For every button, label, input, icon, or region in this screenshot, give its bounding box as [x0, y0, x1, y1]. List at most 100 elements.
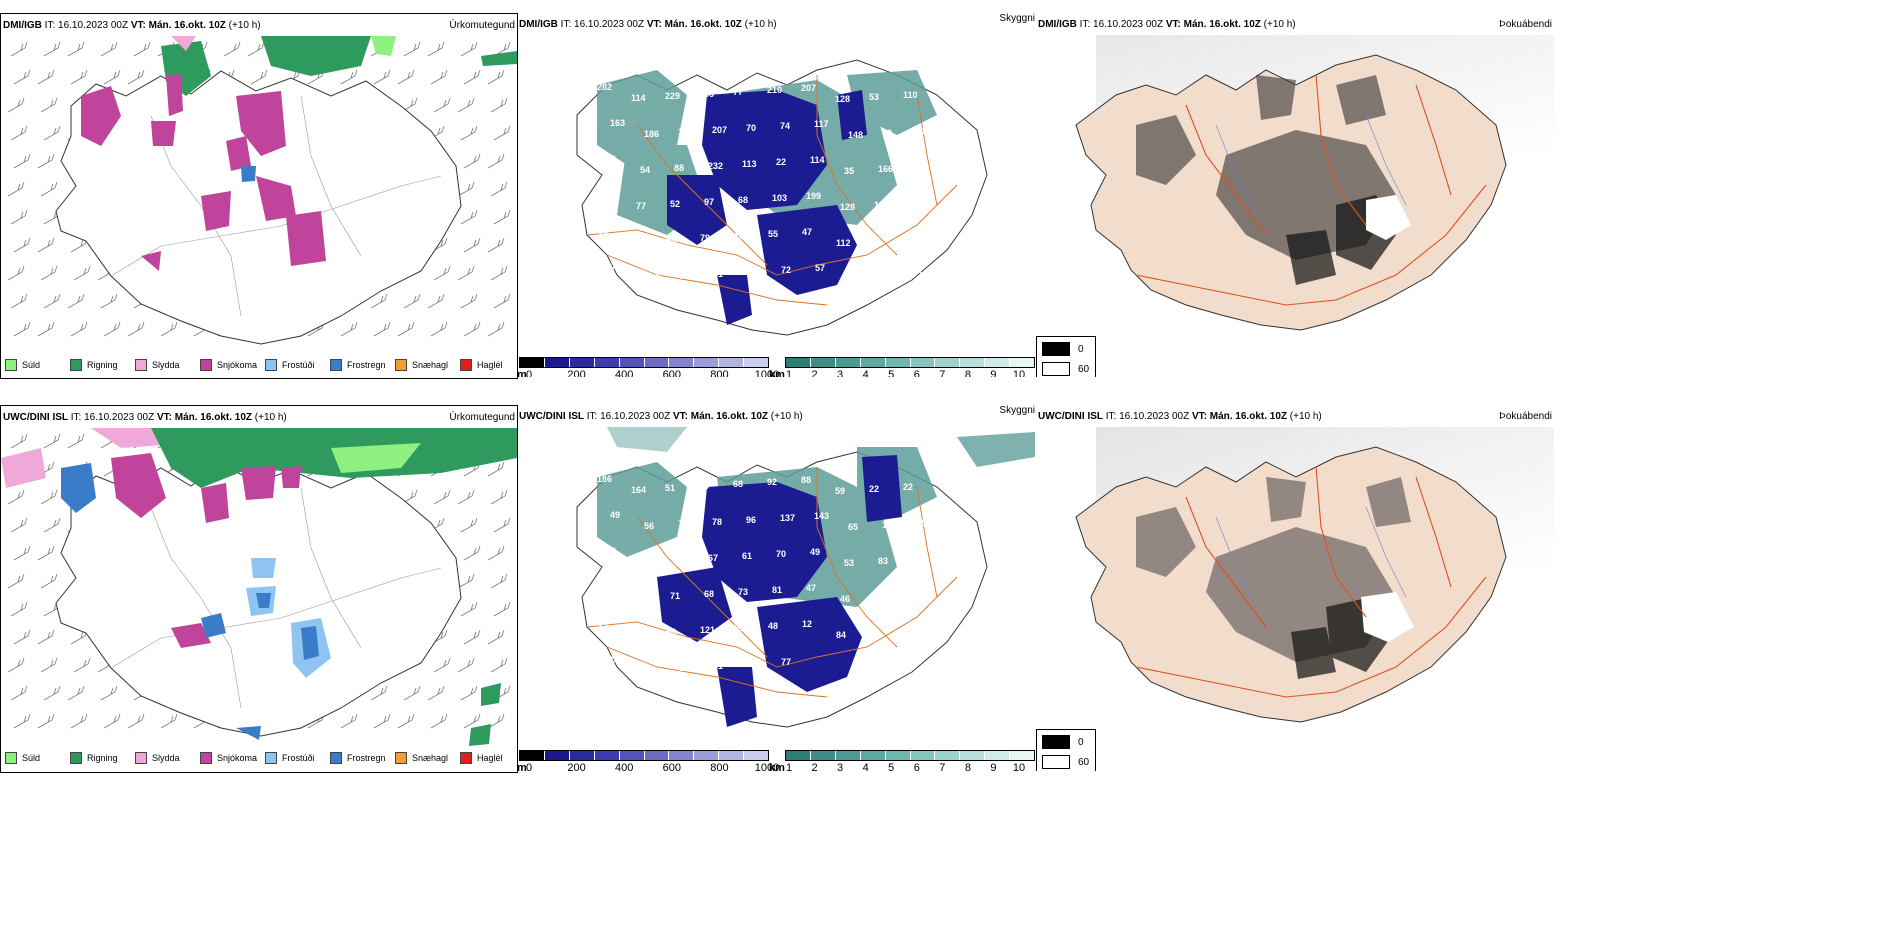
wind-barb	[487, 545, 505, 561]
colorbar-segment	[569, 751, 595, 760]
colorbar-tick: 4	[862, 762, 869, 771]
fog-key-swatch	[1042, 755, 1070, 769]
colorbar-unit: km	[769, 762, 785, 771]
cloud-base-label: 110	[903, 90, 918, 100]
wind-barb	[493, 41, 511, 57]
colorbar-tick: 2	[811, 369, 818, 377]
wind-barb	[10, 433, 28, 449]
wind-barb	[403, 293, 421, 309]
colorbar-tick: 8	[964, 369, 971, 377]
wind-barb	[493, 209, 511, 225]
cloud-base-label: 88	[801, 475, 811, 485]
wind-barb	[10, 517, 28, 533]
cloud-base-label: 121	[700, 625, 715, 635]
fog-key-swatch	[1042, 735, 1070, 749]
cloud-base-label: 207	[801, 83, 816, 93]
cloud-base-label: 74	[780, 121, 790, 131]
colorbar-segment	[544, 751, 570, 760]
wind-barb	[457, 97, 475, 113]
colorbar-segment	[520, 358, 545, 367]
colorbar-tick: 400	[615, 369, 634, 377]
wind-barb	[373, 321, 391, 337]
colorbar-segment	[520, 751, 545, 760]
cloud-base-label: 117	[814, 119, 829, 129]
colorbar-segment	[885, 751, 911, 760]
cloud-base-label: 160	[874, 200, 889, 210]
wind-barb	[100, 685, 118, 701]
colorbar-segment	[985, 358, 1011, 367]
cloud-base-label: 61	[742, 551, 752, 561]
legend-item: Frostúði	[265, 359, 330, 371]
colorbar-tick: 3	[837, 369, 844, 377]
fog-map	[1075, 35, 1554, 331]
precip-legend: Súld Rigning Slydda Snjókoma Frostúði Fr…	[5, 752, 517, 764]
cloud-base-label: 71	[670, 591, 680, 601]
cloud-base-label: 10	[606, 154, 616, 164]
wind-barb	[460, 601, 478, 617]
colorbar-segment	[960, 751, 986, 760]
precip-legend: Súld Rigning Slydda Snjókoma Frostúði Fr…	[5, 359, 517, 371]
cloud-base-label: 48	[908, 198, 918, 208]
cloud-base-label: 35	[607, 298, 617, 308]
cloud-base-label: 52	[611, 654, 621, 664]
wind-barb	[487, 237, 505, 253]
wind-barb	[250, 69, 268, 85]
cloud-base-label: 103	[602, 582, 617, 592]
panel-title: UWC/DINI ISL IT: 16.10.2023 00Z VT: Mán.…	[1038, 411, 1322, 422]
cloud-base-label: 107	[636, 593, 651, 603]
wind-barb	[73, 657, 91, 673]
wind-barb	[10, 41, 28, 57]
wind-barb	[487, 153, 505, 169]
cloud-base-label: 232	[708, 161, 723, 171]
legend-item: Frostregn	[330, 359, 395, 371]
legend-item: Rigning	[70, 359, 135, 371]
wind-barb	[493, 125, 511, 141]
cloud-base-label: 114	[810, 155, 825, 165]
cloud-base-label: 47	[806, 583, 816, 593]
panel-name: Skyggni	[999, 405, 1035, 416]
legend-item: Súld	[5, 752, 70, 764]
cloud-base-colorbar	[519, 357, 769, 368]
wind-barb	[493, 601, 511, 617]
wind-barb	[37, 69, 55, 85]
cloud-base-label: 186	[597, 474, 612, 484]
cloud-base-label: 22	[869, 484, 879, 494]
wind-barb	[490, 489, 508, 505]
wind-barb	[70, 321, 88, 337]
fog-panel-top: DMI/IGB IT: 16.10.2023 00Z VT: Mán. 16.o…	[1036, 13, 1554, 377]
panel-title: DMI/IGB IT: 16.10.2023 00Z VT: Mán. 16.o…	[1038, 19, 1296, 30]
cloud-base-label: 137	[912, 554, 927, 564]
wind-barb	[487, 461, 505, 477]
panel-title: DMI/IGB IT: 16.10.2023 00Z VT: Mán. 16.o…	[519, 19, 777, 30]
colorbar-segment	[744, 358, 769, 367]
wind-barb	[490, 181, 508, 197]
wind-barb	[43, 433, 61, 449]
cloud-base-label: 197	[602, 190, 617, 200]
legend-swatch	[330, 359, 342, 371]
wind-barb	[373, 713, 391, 729]
cloud-base-label: 53	[844, 558, 854, 568]
wind-barb	[427, 41, 445, 57]
legend-swatch	[70, 752, 82, 764]
wind-barb	[40, 489, 58, 505]
cloud-base-label: 97	[704, 197, 714, 207]
precip-type-panel-top: DMI/IGB IT: 16.10.2023 00Z VT: Mán. 16.o…	[0, 13, 518, 379]
precip-type-panel-bottom: UWC/DINI ISL IT: 16.10.2023 00Z VT: Mán.…	[0, 405, 518, 773]
cloud-base-label: 199	[806, 191, 821, 201]
wind-barb	[487, 629, 505, 645]
cloud-base-label: 57	[815, 263, 825, 273]
colorbar-unit: km	[769, 369, 785, 377]
wind-barb	[463, 69, 481, 85]
wind-barb	[460, 517, 478, 533]
colorbar-tick: 600	[662, 369, 681, 377]
legend-item: Snæhagl	[395, 359, 460, 371]
wind-barb	[340, 713, 358, 729]
colorbar-segment	[669, 358, 695, 367]
fog-key-swatch	[1042, 342, 1070, 356]
cloud-base-label: 88	[883, 272, 893, 282]
wind-barb	[457, 489, 475, 505]
wind-barb	[133, 41, 151, 57]
cloud-base-label: 73	[611, 262, 621, 272]
wind-barb	[370, 685, 388, 701]
wind-barb	[430, 69, 448, 85]
